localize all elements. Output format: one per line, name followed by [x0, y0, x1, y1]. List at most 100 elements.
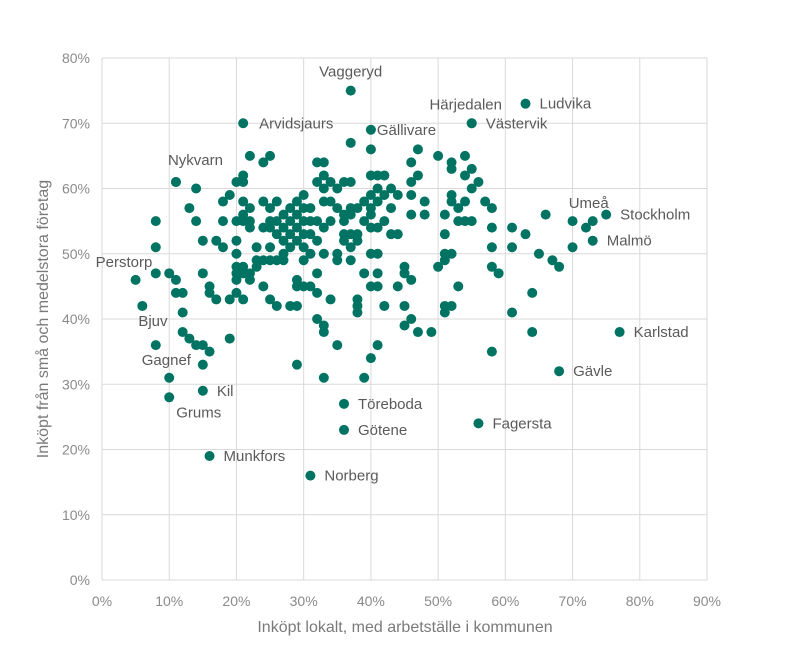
data-point [372, 268, 383, 279]
data-point [379, 190, 390, 201]
data-point [453, 281, 464, 292]
data-point [581, 222, 591, 233]
data-point [258, 196, 269, 207]
data-point [150, 242, 161, 253]
data-point [460, 170, 470, 181]
data-point [332, 183, 343, 194]
point-label: Nykvarn [168, 152, 223, 169]
data-point [439, 229, 450, 240]
labeled-data-point [520, 98, 531, 109]
data-point [446, 163, 457, 174]
data-point [372, 340, 383, 351]
data-point [231, 248, 242, 259]
labeled-data-point [466, 118, 477, 129]
data-point [406, 314, 417, 324]
data-point [399, 268, 410, 279]
data-point [184, 203, 195, 214]
data-point [547, 255, 558, 266]
data-point [258, 157, 269, 168]
data-point [446, 300, 457, 311]
data-point [533, 248, 544, 259]
data-point [473, 176, 484, 187]
x-tick-label: 30% [290, 593, 318, 609]
data-point [285, 203, 296, 214]
point-label: Töreboda [358, 396, 423, 413]
labeled-data-point [554, 366, 565, 377]
data-point [365, 144, 376, 155]
y-tick-label: 40% [62, 311, 90, 327]
data-point [318, 372, 329, 383]
data-point [345, 176, 356, 187]
data-point [507, 222, 518, 233]
labeled-data-point [345, 85, 356, 96]
data-point [298, 255, 309, 266]
data-point [325, 216, 336, 227]
data-point [271, 216, 282, 227]
data-point [197, 340, 208, 351]
data-point [480, 196, 491, 207]
data-point [412, 144, 423, 155]
data-point [278, 235, 289, 246]
data-point [446, 248, 457, 259]
data-point [238, 176, 249, 187]
data-point [406, 209, 417, 220]
data-point [433, 150, 444, 161]
data-point [238, 196, 249, 207]
data-point [460, 196, 470, 207]
data-point [339, 235, 349, 246]
labeled-data-point [601, 209, 612, 220]
labeled-data-point [587, 235, 598, 246]
point-label: Gävle [573, 363, 612, 380]
data-point [325, 176, 336, 187]
data-point [291, 196, 302, 207]
data-point [244, 150, 255, 161]
data-point [567, 242, 578, 253]
data-point [332, 255, 343, 266]
x-tick-label: 0% [92, 593, 112, 609]
y-tick-label: 70% [62, 115, 90, 131]
data-point [285, 216, 296, 227]
data-point [150, 216, 161, 227]
data-point [365, 190, 376, 201]
data-point [345, 137, 356, 148]
data-point [520, 229, 531, 240]
data-point [305, 203, 316, 214]
point-label: Grums [176, 404, 221, 421]
data-point [352, 307, 363, 318]
y-tick-label: 30% [62, 376, 90, 392]
data-point [291, 209, 302, 220]
data-point [419, 209, 430, 220]
y-tick-label: 80% [62, 50, 90, 66]
data-point [359, 196, 370, 207]
data-point [184, 333, 195, 344]
labeled-data-point [339, 398, 349, 409]
data-point [251, 261, 262, 272]
data-point [231, 287, 242, 298]
labeled-data-point [339, 424, 349, 435]
point-label: Vaggeryd [319, 64, 382, 81]
data-point [312, 314, 323, 324]
data-point [312, 176, 323, 187]
data-point [540, 209, 551, 220]
data-point [218, 216, 228, 227]
data-point [218, 242, 228, 253]
labeled-data-point [164, 392, 175, 403]
point-label: Malmö [607, 233, 652, 250]
data-point [164, 268, 175, 279]
x-tick-label: 80% [626, 593, 654, 609]
data-point [372, 196, 383, 207]
y-tick-label: 20% [62, 442, 90, 458]
data-point [527, 287, 538, 298]
data-point [231, 235, 242, 246]
data-point [291, 222, 302, 233]
data-point [406, 274, 417, 285]
data-point [406, 157, 417, 168]
labeled-data-point [150, 340, 161, 351]
data-point [244, 203, 255, 214]
point-label: Gagnef [142, 352, 192, 369]
data-point [372, 281, 383, 292]
data-point [285, 242, 296, 253]
x-tick-label: 90% [693, 593, 721, 609]
data-point [265, 203, 276, 214]
